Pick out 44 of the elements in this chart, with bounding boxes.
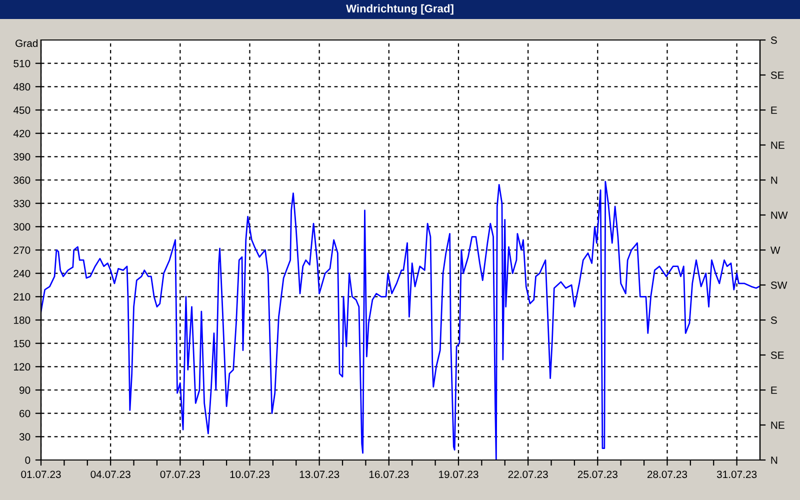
category-label: W: [770, 246, 780, 254]
category-label: N: [771, 456, 778, 464]
x-tick-label: 04.07.23: [90, 470, 130, 478]
y-tick-label: 450: [13, 106, 30, 114]
y-tick-label: 270: [14, 246, 30, 254]
y-tick-label: 30: [19, 433, 30, 441]
category-label: S: [770, 316, 777, 324]
y-tick-label: 90: [19, 386, 30, 394]
category-label: SW: [770, 282, 788, 289]
category-label: NW: [771, 212, 788, 219]
chart-title: Windrichtung [Grad]: [346, 4, 454, 15]
y-tick-label: 180: [14, 316, 30, 324]
y-tick-label: 390: [14, 153, 30, 161]
x-tick-label: 10.07.23: [230, 470, 270, 478]
y-tick-label: 120: [14, 363, 30, 371]
category-label: SE: [770, 72, 784, 79]
y-axis-title: Grad: [16, 39, 38, 47]
y-tick-label: 0: [25, 456, 30, 464]
y-tick-label: 150: [14, 340, 30, 348]
category-label: E: [771, 106, 777, 114]
x-tick-label: 19.07.23: [439, 470, 478, 478]
x-tick-label: 22.07.23: [508, 470, 548, 478]
category-label: SE: [770, 352, 784, 359]
y-tick-label: 240: [14, 270, 30, 278]
y-tick-label: 60: [20, 410, 30, 418]
y-tick-label: 330: [14, 200, 30, 208]
x-tick-label: 01.07.23: [21, 470, 61, 478]
x-tick-label: 07.07.23: [160, 470, 200, 478]
category-label: NE: [771, 142, 784, 149]
category-label: E: [771, 386, 777, 394]
y-tick-label: 510: [14, 60, 30, 68]
x-tick-label: 28.07.23: [647, 470, 688, 478]
y-tick-label: 420: [13, 130, 30, 138]
category-label: NE: [771, 422, 784, 429]
x-tick-label: 31.07.23: [716, 470, 757, 478]
category-label: N: [771, 176, 778, 184]
x-tick-label: 16.07.23: [369, 470, 409, 478]
x-tick-label: 13.07.23: [300, 470, 340, 478]
y-tick-label: 360: [14, 176, 30, 184]
y-tick-label: 480: [13, 83, 30, 91]
y-tick-label: 210: [14, 293, 30, 301]
category-label: S: [770, 36, 777, 44]
x-tick-label: 25.07.23: [578, 470, 618, 478]
y-tick-label: 300: [14, 223, 30, 231]
